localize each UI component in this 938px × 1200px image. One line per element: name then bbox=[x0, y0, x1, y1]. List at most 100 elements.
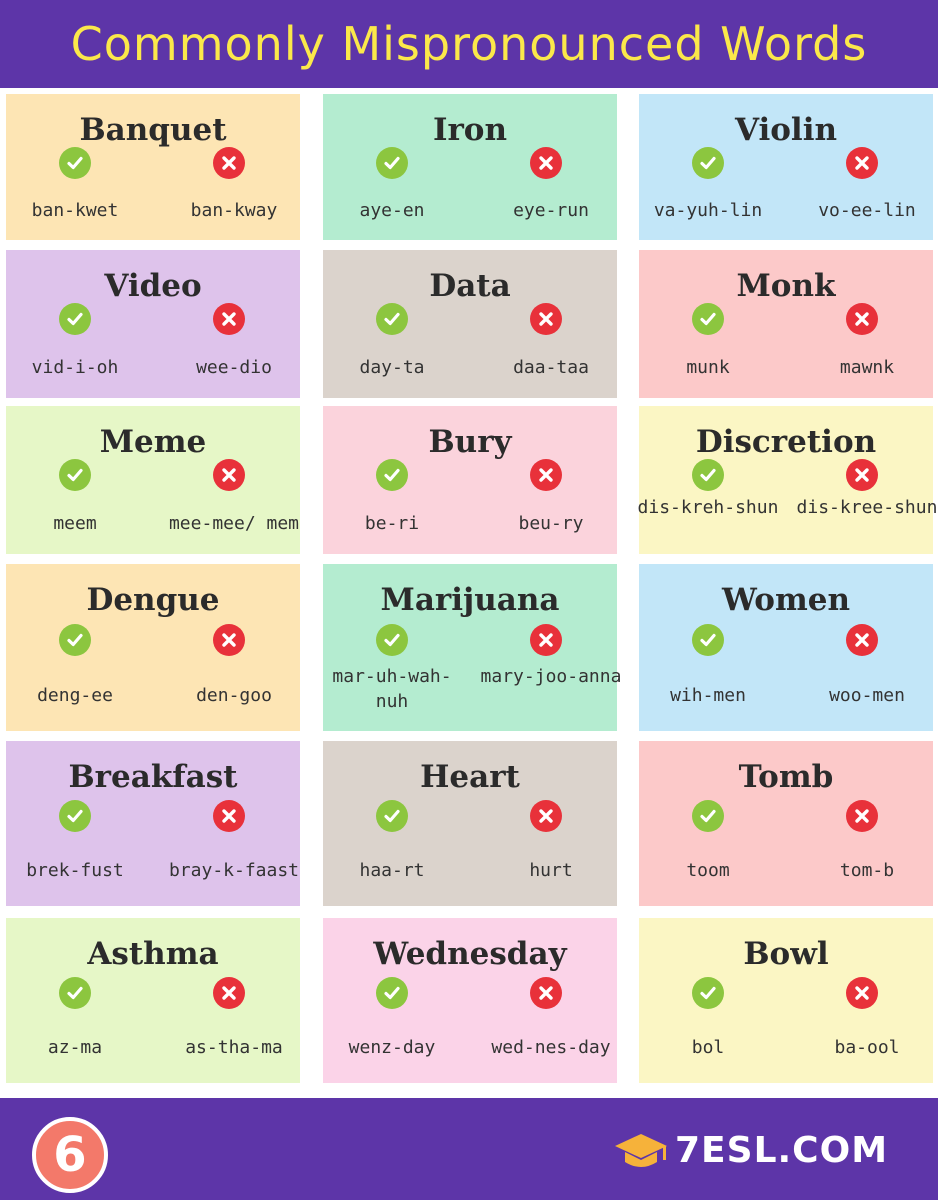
check-icon bbox=[692, 147, 724, 179]
word-title: Women bbox=[721, 582, 851, 618]
cross-icon bbox=[846, 800, 878, 832]
incorrect-pronunciation: wed-nes-day bbox=[491, 1037, 611, 1058]
correct-pronunciation: be-ri bbox=[364, 513, 420, 534]
check-icon bbox=[692, 977, 724, 1009]
cross-icon bbox=[530, 303, 562, 335]
incorrect-pronunciation: hurt bbox=[529, 860, 573, 881]
incorrect-pronunciation: as-tha-ma bbox=[185, 1037, 283, 1058]
word-title: Wednesday bbox=[373, 936, 567, 972]
correct-pronunciation: dis-kreh-shun bbox=[637, 497, 779, 518]
word-card: Marijuana mar-uh-wah-nuh mary-joo-anna bbox=[323, 564, 621, 731]
graduation-cap-icon bbox=[615, 1134, 667, 1167]
check-icon bbox=[376, 624, 408, 656]
word-title: Breakfast bbox=[68, 759, 238, 795]
page-number-badge: 6 bbox=[32, 1117, 108, 1193]
incorrect-pronunciation: ban-kway bbox=[190, 200, 278, 221]
cross-icon bbox=[530, 624, 562, 656]
cross-icon bbox=[213, 303, 245, 335]
check-icon bbox=[376, 977, 408, 1009]
check-icon bbox=[59, 800, 91, 832]
cross-icon bbox=[213, 147, 245, 179]
word-title: Heart bbox=[420, 759, 520, 795]
cross-icon bbox=[213, 800, 245, 832]
incorrect-pronunciation: mee-mee/ mem bbox=[168, 513, 300, 534]
word-title: Bowl bbox=[743, 936, 829, 972]
cross-icon bbox=[530, 977, 562, 1009]
incorrect-pronunciation: bray-k-faast bbox=[168, 860, 300, 881]
word-card: Monk munk mawnk bbox=[639, 250, 933, 398]
cross-icon bbox=[530, 459, 562, 491]
correct-pronunciation: wih-men bbox=[670, 685, 746, 706]
word-card: Asthma az-ma as-tha-ma bbox=[6, 918, 300, 1083]
cross-icon bbox=[846, 459, 878, 491]
word-card: Breakfast brek-fust bray-k-faast bbox=[6, 741, 300, 906]
correct-pronunciation: haa-rt bbox=[359, 860, 425, 881]
word-card: Meme meem mee-mee/ mem bbox=[6, 406, 300, 554]
correct-pronunciation: mar-uh-wah-nuh bbox=[332, 666, 452, 712]
correct-pronunciation: vid-i-oh bbox=[31, 357, 119, 378]
check-icon bbox=[59, 977, 91, 1009]
correct-pronunciation: munk bbox=[686, 357, 730, 378]
cross-icon bbox=[213, 459, 245, 491]
correct-pronunciation: aye-en bbox=[359, 200, 425, 221]
incorrect-pronunciation: woo-men bbox=[829, 685, 905, 706]
page-title: Commonly Mispronounced Words bbox=[70, 17, 868, 71]
cross-icon bbox=[530, 147, 562, 179]
header-bar: Commonly Mispronounced Words bbox=[0, 0, 938, 88]
check-icon bbox=[376, 800, 408, 832]
check-icon bbox=[692, 800, 724, 832]
word-card: Women wih-men woo-men bbox=[639, 564, 933, 731]
cross-icon bbox=[846, 303, 878, 335]
check-icon bbox=[59, 303, 91, 335]
check-icon bbox=[692, 459, 724, 491]
word-card: Bury be-ri beu-ry bbox=[323, 406, 617, 554]
check-icon bbox=[692, 303, 724, 335]
page-number: 6 bbox=[53, 1127, 87, 1183]
word-title: Marijuana bbox=[380, 582, 560, 618]
incorrect-pronunciation: ba-ool bbox=[834, 1037, 900, 1058]
word-title: Iron bbox=[432, 112, 508, 148]
cross-icon bbox=[213, 977, 245, 1009]
incorrect-pronunciation: tom-b bbox=[839, 860, 895, 881]
word-card: Banquet ban-kwet ban-kway bbox=[6, 94, 300, 240]
word-title: Monk bbox=[736, 268, 836, 304]
cross-icon bbox=[530, 800, 562, 832]
word-card: Video vid-i-oh wee-dio bbox=[6, 250, 300, 398]
incorrect-pronunciation: eye-run bbox=[513, 200, 589, 221]
word-title: Data bbox=[429, 268, 511, 304]
word-card: Tomb toom tom-b bbox=[639, 741, 933, 906]
word-card: Violin va-yuh-lin vo-ee-lin bbox=[639, 94, 933, 240]
cross-icon bbox=[846, 624, 878, 656]
brand-logo: 7ESL.COM bbox=[613, 1128, 888, 1172]
incorrect-pronunciation: mary-joo-anna bbox=[480, 666, 622, 687]
cross-icon bbox=[846, 977, 878, 1009]
word-title: Violin bbox=[734, 112, 838, 148]
correct-pronunciation: brek-fust bbox=[26, 860, 124, 881]
incorrect-pronunciation: vo-ee-lin bbox=[818, 200, 916, 221]
check-icon bbox=[59, 624, 91, 656]
incorrect-pronunciation: wee-dio bbox=[196, 357, 272, 378]
correct-pronunciation: wenz-day bbox=[348, 1037, 436, 1058]
correct-pronunciation: bol bbox=[691, 1037, 725, 1058]
word-card: Heart haa-rt hurt bbox=[323, 741, 617, 906]
correct-pronunciation: va-yuh-lin bbox=[653, 200, 763, 221]
word-title: Discretion bbox=[695, 424, 877, 460]
incorrect-pronunciation: dis-kree-shun bbox=[796, 497, 938, 518]
correct-pronunciation: toom bbox=[686, 860, 730, 881]
word-card: Iron aye-en eye-run bbox=[323, 94, 617, 240]
check-icon bbox=[59, 459, 91, 491]
word-card: Data day-ta daa-taa bbox=[323, 250, 617, 398]
incorrect-pronunciation: daa-taa bbox=[513, 357, 589, 378]
correct-pronunciation: day-ta bbox=[359, 357, 425, 378]
incorrect-pronunciation: mawnk bbox=[839, 357, 895, 378]
word-title: Banquet bbox=[79, 112, 227, 148]
correct-pronunciation: az-ma bbox=[47, 1037, 103, 1058]
correct-pronunciation: meem bbox=[53, 513, 97, 534]
check-icon bbox=[376, 459, 408, 491]
word-title: Dengue bbox=[86, 582, 220, 618]
word-title: Video bbox=[104, 268, 202, 304]
correct-pronunciation: ban-kwet bbox=[31, 200, 119, 221]
cross-icon bbox=[213, 624, 245, 656]
word-title: Asthma bbox=[87, 936, 219, 972]
word-card: Discretion dis-kreh-shun dis-kree-shun bbox=[638, 406, 937, 554]
